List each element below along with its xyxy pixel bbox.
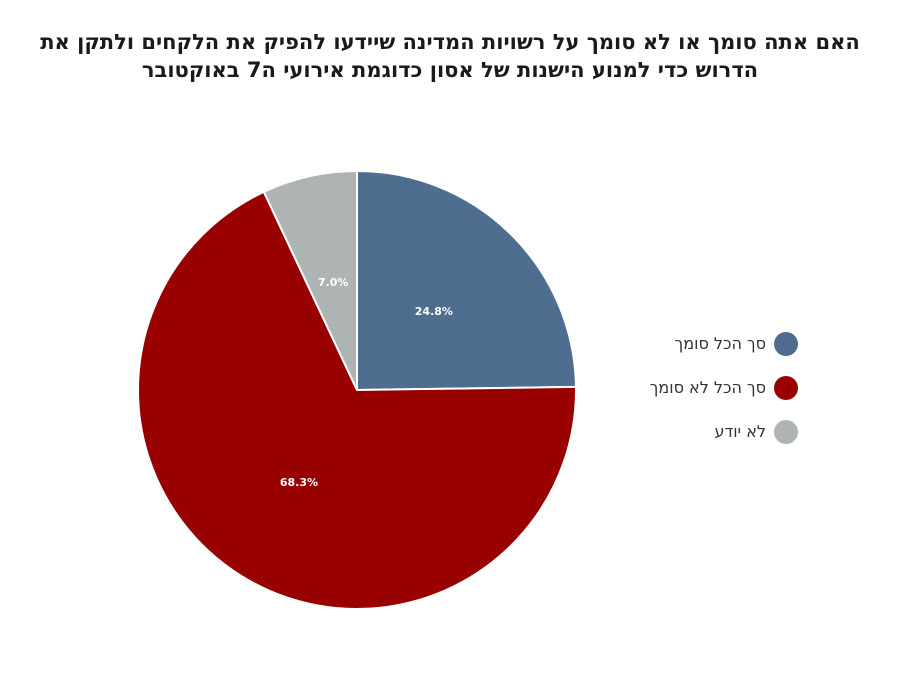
legend-item-0[interactable]: סך הכל סומך [650, 331, 798, 356]
chart-title: האם אתה סומך או לא סומך על רשויות המדינה… [20, 28, 880, 84]
pie-slice-label-1: 68.3% [280, 476, 318, 489]
legend-swatch-2 [774, 419, 798, 444]
legend-label-2: לא יודע [714, 422, 766, 441]
legend-swatch-0 [774, 331, 798, 356]
pie-slices [137, 170, 577, 610]
pie-slice-1[interactable] [137, 190, 577, 610]
pie-slice-label-2: 7.0% [318, 276, 349, 289]
chart-title-line-1: האם אתה סומך או לא סומך על רשויות המדינה… [40, 30, 860, 54]
pie-slice-0[interactable] [356, 170, 577, 391]
legend-swatch-1 [774, 375, 798, 400]
legend-label-0: סך הכל סומך [674, 334, 766, 353]
chart-legend: סך הכל סומך סך הכל לא סומך לא יודע [650, 331, 798, 463]
pie-slice-2[interactable] [262, 170, 358, 391]
legend-item-1[interactable]: סך הכל לא סומך [650, 375, 798, 400]
legend-item-2[interactable]: לא יודע [650, 419, 798, 444]
pie-slice-label-0: 24.8% [415, 305, 453, 318]
pie-slice-labels: 24.8% 68.3% 7.0% [280, 276, 453, 489]
chart-title-line-2: הדרוש כדי למנוע הישנות של אסון כדוגמת אי… [141, 58, 759, 82]
legend-label-1: סך הכל לא סומך [649, 378, 766, 397]
